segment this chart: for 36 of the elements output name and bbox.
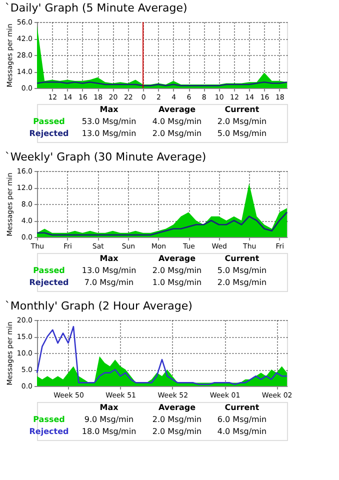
text: Passed — [33, 117, 66, 126]
text: 2.0 Msg/min — [152, 415, 202, 424]
text: 9.0 Msg/min — [84, 415, 134, 424]
text: 5.0 Msg/min — [217, 266, 267, 275]
text: Current — [224, 254, 260, 263]
text: 6.0 Msg/min — [217, 415, 267, 424]
text: Rejected — [29, 129, 70, 138]
text: 2.0 Msg/min — [217, 117, 267, 126]
text: Max — [100, 105, 120, 114]
text: 2.0 Msg/min — [152, 266, 202, 275]
text: 2.0 Msg/min — [152, 427, 202, 436]
text: 18.0 Msg/min — [82, 427, 136, 436]
chart-title: `Weekly' Graph (30 Minute Average) — [4, 150, 206, 164]
text: Average — [158, 403, 196, 412]
chart-title: `Monthly' Graph (2 Hour Average) — [4, 300, 192, 312]
text: 1.0 Msg/min — [152, 278, 202, 287]
text: Max — [100, 403, 120, 412]
text: Passed — [33, 415, 66, 424]
text: 5.0 Msg/min — [217, 129, 267, 138]
text: 53.0 Msg/min — [82, 117, 136, 126]
text: 4.0 Msg/min — [217, 427, 267, 436]
text: 13.0 Msg/min — [82, 129, 136, 138]
text: Current — [224, 403, 260, 412]
text: Rejected — [29, 427, 70, 436]
text: Passed — [33, 266, 66, 275]
chart-title: `Daily' Graph (5 Minute Average) — [4, 2, 188, 14]
text: 2.0 Msg/min — [217, 278, 267, 287]
text: 13.0 Msg/min — [82, 266, 136, 275]
text: 7.0 Msg/min — [84, 278, 134, 287]
text: 2.0 Msg/min — [152, 129, 202, 138]
text: Current — [224, 105, 260, 114]
text: Average — [158, 254, 196, 263]
text: Rejected — [29, 278, 70, 287]
text: 4.0 Msg/min — [152, 117, 202, 126]
text: Average — [158, 105, 196, 114]
text: Max — [100, 254, 120, 263]
